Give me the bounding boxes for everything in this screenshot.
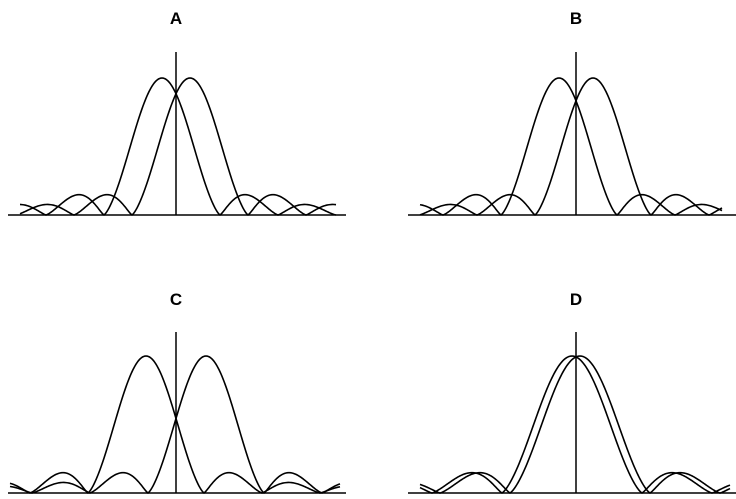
panel-label: D bbox=[570, 290, 582, 309]
diffraction-curve bbox=[9, 355, 341, 495]
diffraction-curve bbox=[419, 355, 731, 494]
diffraction-curve bbox=[19, 77, 337, 217]
diffraction-curve bbox=[9, 355, 341, 495]
diffraction-curve bbox=[419, 77, 723, 217]
panel-label: A bbox=[170, 9, 182, 28]
diffraction-curve bbox=[19, 77, 337, 217]
diffraction-curve bbox=[419, 355, 731, 494]
diffraction-curve bbox=[419, 77, 723, 217]
panel-label: C bbox=[170, 290, 182, 309]
panel-label: B bbox=[570, 9, 582, 28]
